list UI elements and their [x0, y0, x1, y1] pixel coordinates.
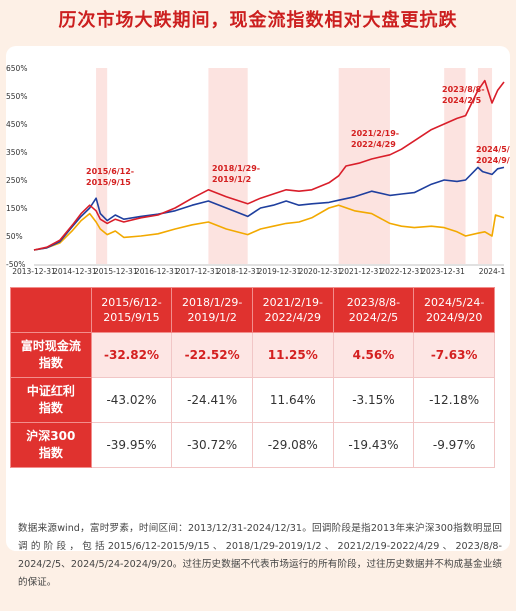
x-tick-label: 2017-12-31 — [176, 267, 220, 276]
y-tick-label: 550% — [6, 92, 27, 101]
y-tick-label: 450% — [6, 120, 27, 129]
y-tick-label: 50% — [6, 232, 23, 241]
table-row: 沪深300 指数 -39.95% -30.72% -29.08% -19.43% … — [10, 422, 495, 468]
period-annotation: 2019/1/2 — [212, 175, 251, 184]
x-tick-label: 2023-12-31 — [421, 267, 465, 276]
table-header-row: 2015/6/12- 2015/9/15 2018/1/29- 2019/1/2 2… — [10, 287, 495, 333]
x-tick-label: 2024-1 — [479, 267, 506, 276]
x-tick-label: 2019-12-31 — [258, 267, 302, 276]
x-tick-label: 2020-12-31 — [299, 267, 343, 276]
table-cell: 4.56% — [332, 332, 415, 378]
table-header-cell: 2023/8/8- 2024/2/5 — [332, 287, 415, 333]
table-row: 富时现金流 指数 -32.82% -22.52% 11.25% 4.56% -7.… — [10, 332, 495, 378]
x-tick-label: 2022-12-31 — [380, 267, 424, 276]
x-tick-label: 2021-12-31 — [339, 267, 383, 276]
x-tick-label: 2018-12-31 — [217, 267, 261, 276]
table-cell: 11.25% — [251, 332, 334, 378]
table-header-cell: 2024/5/24- 2024/9/20 — [413, 287, 495, 333]
row-label: 富时现金流 指数 — [10, 332, 92, 378]
table-cell: -39.95% — [90, 422, 173, 468]
table-header-cell: 2021/2/19- 2022/4/29 — [251, 287, 334, 333]
period-annotation: 2015/6/12- — [86, 167, 134, 176]
drawdown-period-band — [477, 68, 493, 264]
period-annotation: 2015/9/15 — [86, 178, 131, 187]
drawdown-table: 2015/6/12- 2015/9/15 2018/1/29- 2019/1/2 2… — [10, 287, 495, 468]
table-cell: -43.02% — [90, 377, 173, 423]
line-chart: 650% 550% 450% 350% 250% 150% 50% -50%2013-12-3… — [6, 64, 510, 276]
period-annotation: 2024/9/20 — [476, 156, 510, 165]
y-tick-label: 150% — [6, 204, 27, 213]
table-corner-cell — [10, 287, 92, 333]
row-label: 中证红利 指数 — [10, 377, 92, 423]
x-tick-label: 2015-12-31 — [94, 267, 138, 276]
table-cell: 11.64% — [251, 377, 334, 423]
table-cell: -3.15% — [332, 377, 415, 423]
drawdown-period-band — [208, 68, 248, 264]
table-cell: -22.52% — [171, 332, 253, 378]
table-header-cell: 2018/1/29- 2019/1/2 — [171, 287, 253, 333]
series-line — [33, 204, 505, 251]
table-header-cell: 2015/6/12- 2015/9/15 — [90, 287, 173, 333]
row-label: 沪深300 指数 — [10, 422, 92, 468]
y-tick-label: -50% — [6, 260, 25, 269]
table-cell: -24.41% — [171, 377, 253, 423]
x-tick-label: 2013-12-31 — [12, 267, 56, 276]
x-tick-label: 2016-12-31 — [135, 267, 179, 276]
table-cell: -9.97% — [413, 422, 495, 468]
footnote: 数据来源wind，富时罗素，时间区间：2013/12/31-2024/12/31… — [18, 523, 502, 588]
series-line — [33, 79, 505, 251]
table-cell: -29.08% — [251, 422, 334, 468]
table-cell: -12.18% — [413, 377, 495, 423]
period-annotation: 2021/2/19- — [351, 129, 399, 138]
table-cell: -30.72% — [171, 422, 253, 468]
y-tick-label: 650% — [6, 64, 27, 73]
table-cell: -19.43% — [332, 422, 415, 468]
table-cell: -32.82% — [90, 332, 173, 378]
period-annotation: 2023/8/8- — [442, 85, 485, 94]
period-annotation: 2024/5/24- — [476, 145, 510, 154]
y-tick-label: 250% — [6, 176, 27, 185]
page-title: 历次市场大跌期间，现金流指数相对大盘更抗跌 — [58, 10, 458, 31]
y-tick-label: 350% — [6, 148, 27, 157]
period-annotation: 2022/4/29 — [351, 140, 396, 149]
table-cell: -7.63% — [413, 332, 495, 378]
x-tick-label: 2014-12-31 — [53, 267, 97, 276]
series-line — [33, 166, 505, 251]
table-row: 中证红利 指数 -43.02% -24.41% 11.64% -3.15% -12… — [10, 377, 495, 423]
period-annotation: 2018/1/29- — [212, 164, 260, 173]
drawdown-period-band — [96, 68, 108, 264]
period-annotation: 2024/2/5 — [442, 96, 482, 105]
